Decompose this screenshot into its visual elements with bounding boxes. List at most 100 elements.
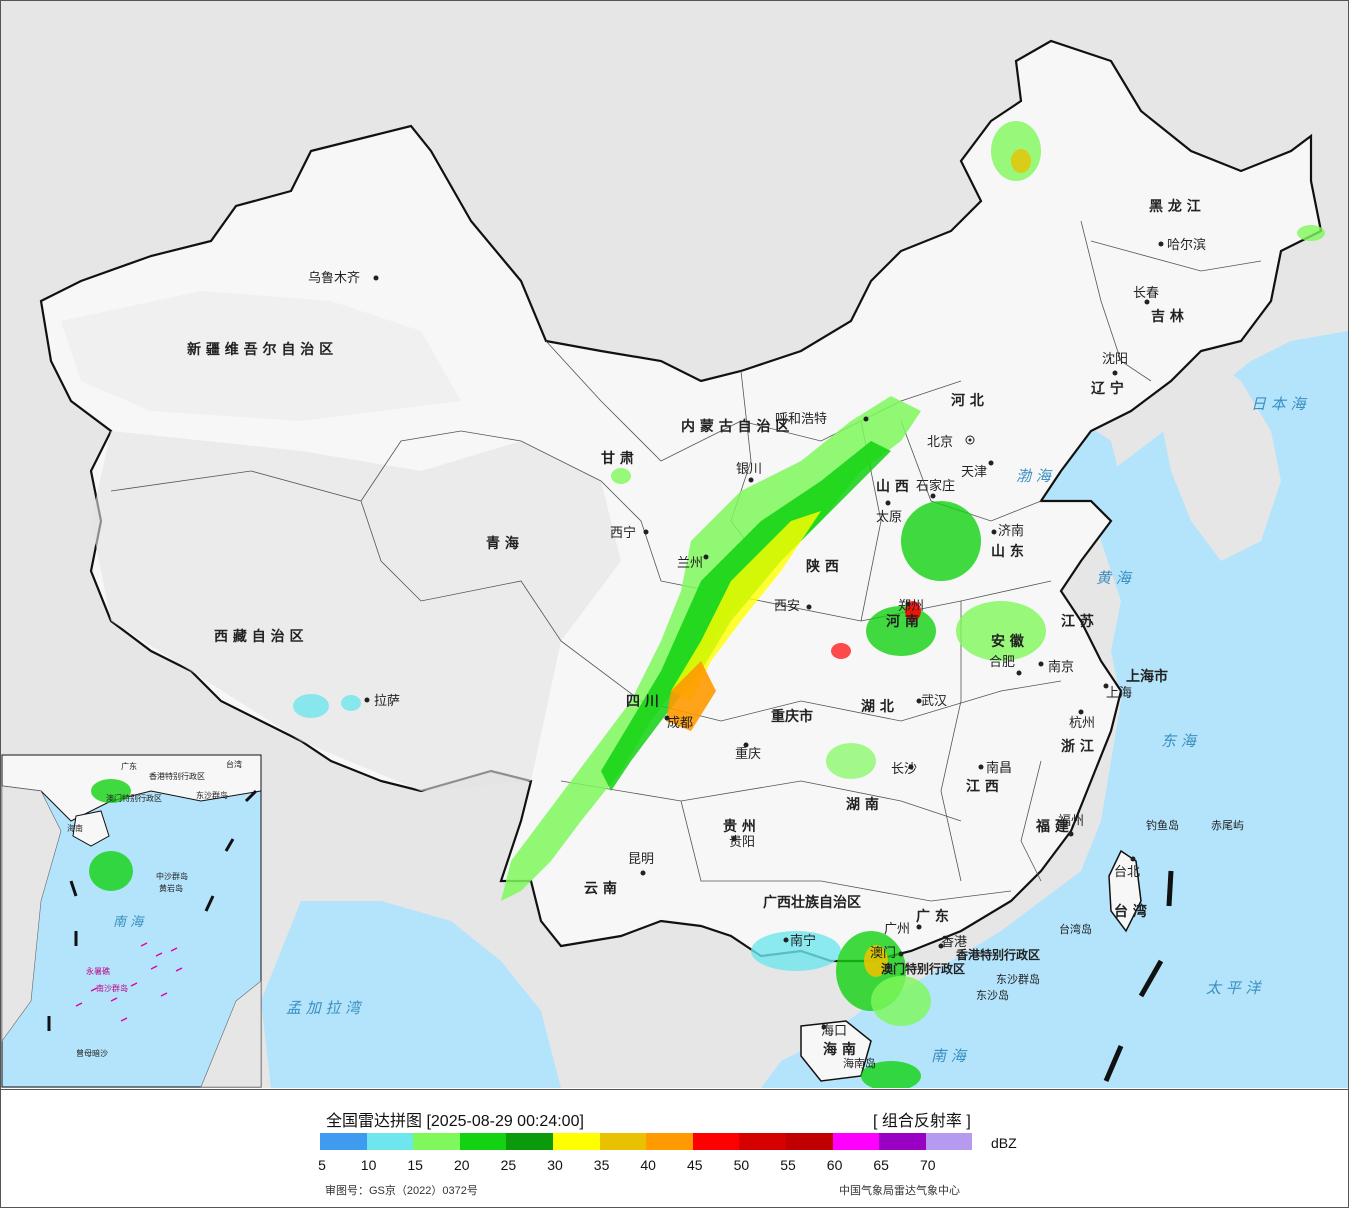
color-scale-tick: 5 (318, 1157, 326, 1173)
color-scale-segment (832, 1133, 880, 1150)
color-scale-tick: 25 (500, 1157, 517, 1173)
city-beijing: 北京 (927, 435, 953, 450)
inset-label-yongshu: 永暑礁 (86, 966, 110, 976)
sea-bohai: 渤 海 (1016, 467, 1053, 485)
city-fuzhou: 福州 (1058, 814, 1084, 829)
island-diaoyu: 钓鱼岛 (1146, 818, 1179, 832)
approval-number: 审图号：GS京（2022）0372号 (325, 1185, 478, 1197)
color-scale-tick: 55 (780, 1157, 796, 1173)
color-scale-tick: 70 (920, 1157, 936, 1173)
inset-label-hainan: 海南 (67, 823, 83, 833)
city-taiyuan: 太原 (876, 510, 902, 525)
label-hebei: 河 北 (951, 392, 984, 409)
legend-product: [ 组合反射率 ] (873, 1113, 971, 1130)
color-scale-segment (366, 1133, 414, 1150)
city-nanning: 南宁 (790, 933, 816, 949)
label-xinjiang: 新 疆 维 吾 尔 自 治 区 (187, 341, 333, 358)
color-scale-segment (320, 1133, 367, 1150)
city-tianjin: 天津 (961, 465, 987, 480)
city-hangzhou: 杭州 (1069, 716, 1095, 731)
legend-title: 全国雷达拼图 [2025-08-29 00:24:00] (326, 1113, 584, 1130)
sea-pacific: 太 平 洋 (1206, 979, 1263, 997)
city-chongqing: 重庆 (735, 746, 761, 762)
city-zhengzhou: 郑州 (898, 599, 924, 614)
sea-bengal (261, 901, 561, 1088)
label-zhejiang: 浙 江 (1061, 738, 1094, 755)
city-wuhan: 武汉 (921, 694, 947, 709)
inset-label-nanhai: 南 海 (113, 915, 145, 930)
radar-echoes (293, 121, 1325, 1088)
label-jiangsu: 江 苏 (1061, 613, 1094, 630)
color-scale-tick: 35 (593, 1157, 610, 1173)
label-sichuan: 四 川 (626, 694, 659, 710)
label-shanghai: 上海市 (1126, 668, 1168, 685)
color-scale-tick: 50 (733, 1157, 750, 1173)
sea-japan: 日 本 海 (1251, 395, 1308, 413)
inset-label-macau: 澳门特别行政区 (106, 793, 162, 803)
inset-label-zhongsha: 中沙群岛 (156, 871, 188, 881)
label-hubei: 湖 北 (861, 699, 894, 715)
label-shaanxi: 陕 西 (806, 558, 839, 575)
city-xining: 西宁 (610, 525, 636, 541)
city-kunming: 昆明 (628, 852, 654, 867)
city-nanchang: 南昌 (986, 760, 1012, 776)
province-boundaries (110, 220, 1262, 902)
color-scale-segment (785, 1133, 833, 1150)
city-harbin: 哈尔滨 (1167, 237, 1206, 253)
inset-label-guangdong: 广东 (121, 761, 137, 771)
label-jiangxi: 江 西 (966, 778, 999, 795)
city-shanghai: 上海 (1106, 686, 1132, 701)
label-yunnan: 云 南 (584, 880, 617, 897)
color-scale-segment (459, 1133, 507, 1150)
label-heilongjiang: 黑 龙 江 (1149, 198, 1201, 215)
city-urumqi: 乌鲁木齐 (308, 270, 360, 286)
label-hk-sar: 香港特别行政区 (955, 947, 1040, 962)
legend-panel: 全国雷达拼图 [2025-08-29 00:24:00] [ 组合反射率 ] 5… (1, 1089, 1348, 1207)
label-guizhou: 贵 州 (723, 818, 756, 835)
color-scale-tick: 30 (547, 1157, 563, 1173)
city-chengdu: 成都 (667, 716, 693, 731)
tibet-plateau-shading (91, 431, 621, 791)
island-hainan: 海南岛 (843, 1056, 876, 1070)
korea-peninsula (1161, 351, 1281, 561)
city-jinan: 济南 (998, 523, 1024, 539)
color-scale-tick: 20 (454, 1157, 470, 1173)
city-shijiazhuang: 石家庄 (916, 478, 955, 494)
color-scale-segment (879, 1133, 926, 1150)
city-yinchuan: 银川 (736, 462, 762, 477)
city-lanzhou: 兰州 (677, 556, 703, 571)
city-hefei: 合肥 (989, 655, 1015, 670)
island-chiwei: 赤尾屿 (1211, 819, 1244, 832)
label-guangdong: 广 东 (916, 908, 949, 925)
color-scale-tick: 40 (640, 1157, 656, 1173)
color-scale-segment (599, 1133, 647, 1150)
sea-bengal: 孟 加 拉 湾 (286, 999, 363, 1017)
city-xian: 西安 (774, 599, 800, 614)
color-scale-segment (552, 1133, 600, 1150)
color-scale-segment (646, 1133, 693, 1150)
inset-label-nansha: 南沙群岛 (96, 983, 128, 993)
label-neimenggu: 内 蒙 古 自 治 区 (681, 418, 789, 435)
city-hongkong: 香港 (941, 935, 967, 950)
label-guangxi: 广西壮族自治区 (763, 894, 861, 911)
inset-label-zengmu: 曾母暗沙 (76, 1048, 108, 1058)
city-hohhot: 呼和浩特 (775, 412, 827, 427)
label-xizang: 西 藏 自 治 区 (214, 628, 304, 645)
label-fujian: 福 建 (1035, 818, 1069, 835)
credit-text: 中国气象局雷达气象中心 (839, 1185, 960, 1197)
color-scale-segment (413, 1133, 460, 1150)
color-scale-tick: 15 (407, 1157, 423, 1173)
south-china-sea-inset: 香港特别行政区 广东 台湾 东沙群岛 澳门特别行政区 海南 中沙群岛 黄岩岛 永… (1, 754, 262, 1088)
label-hainan: 海 南 (823, 1041, 856, 1058)
city-macau: 澳门 (870, 945, 896, 961)
island-dongsha-qundao: 东沙群岛 (996, 972, 1040, 986)
label-jilin: 吉 林 (1151, 308, 1184, 325)
color-scale-tick: 45 (687, 1157, 703, 1173)
label-gansu: 甘 肃 (601, 450, 634, 467)
city-taipei: 台北 (1114, 865, 1140, 880)
label-liaoning: 辽 宁 (1091, 380, 1124, 397)
city-shenyang: 沈阳 (1102, 352, 1128, 367)
color-scale (320, 1133, 973, 1150)
city-haikou: 海口 (821, 1024, 847, 1039)
